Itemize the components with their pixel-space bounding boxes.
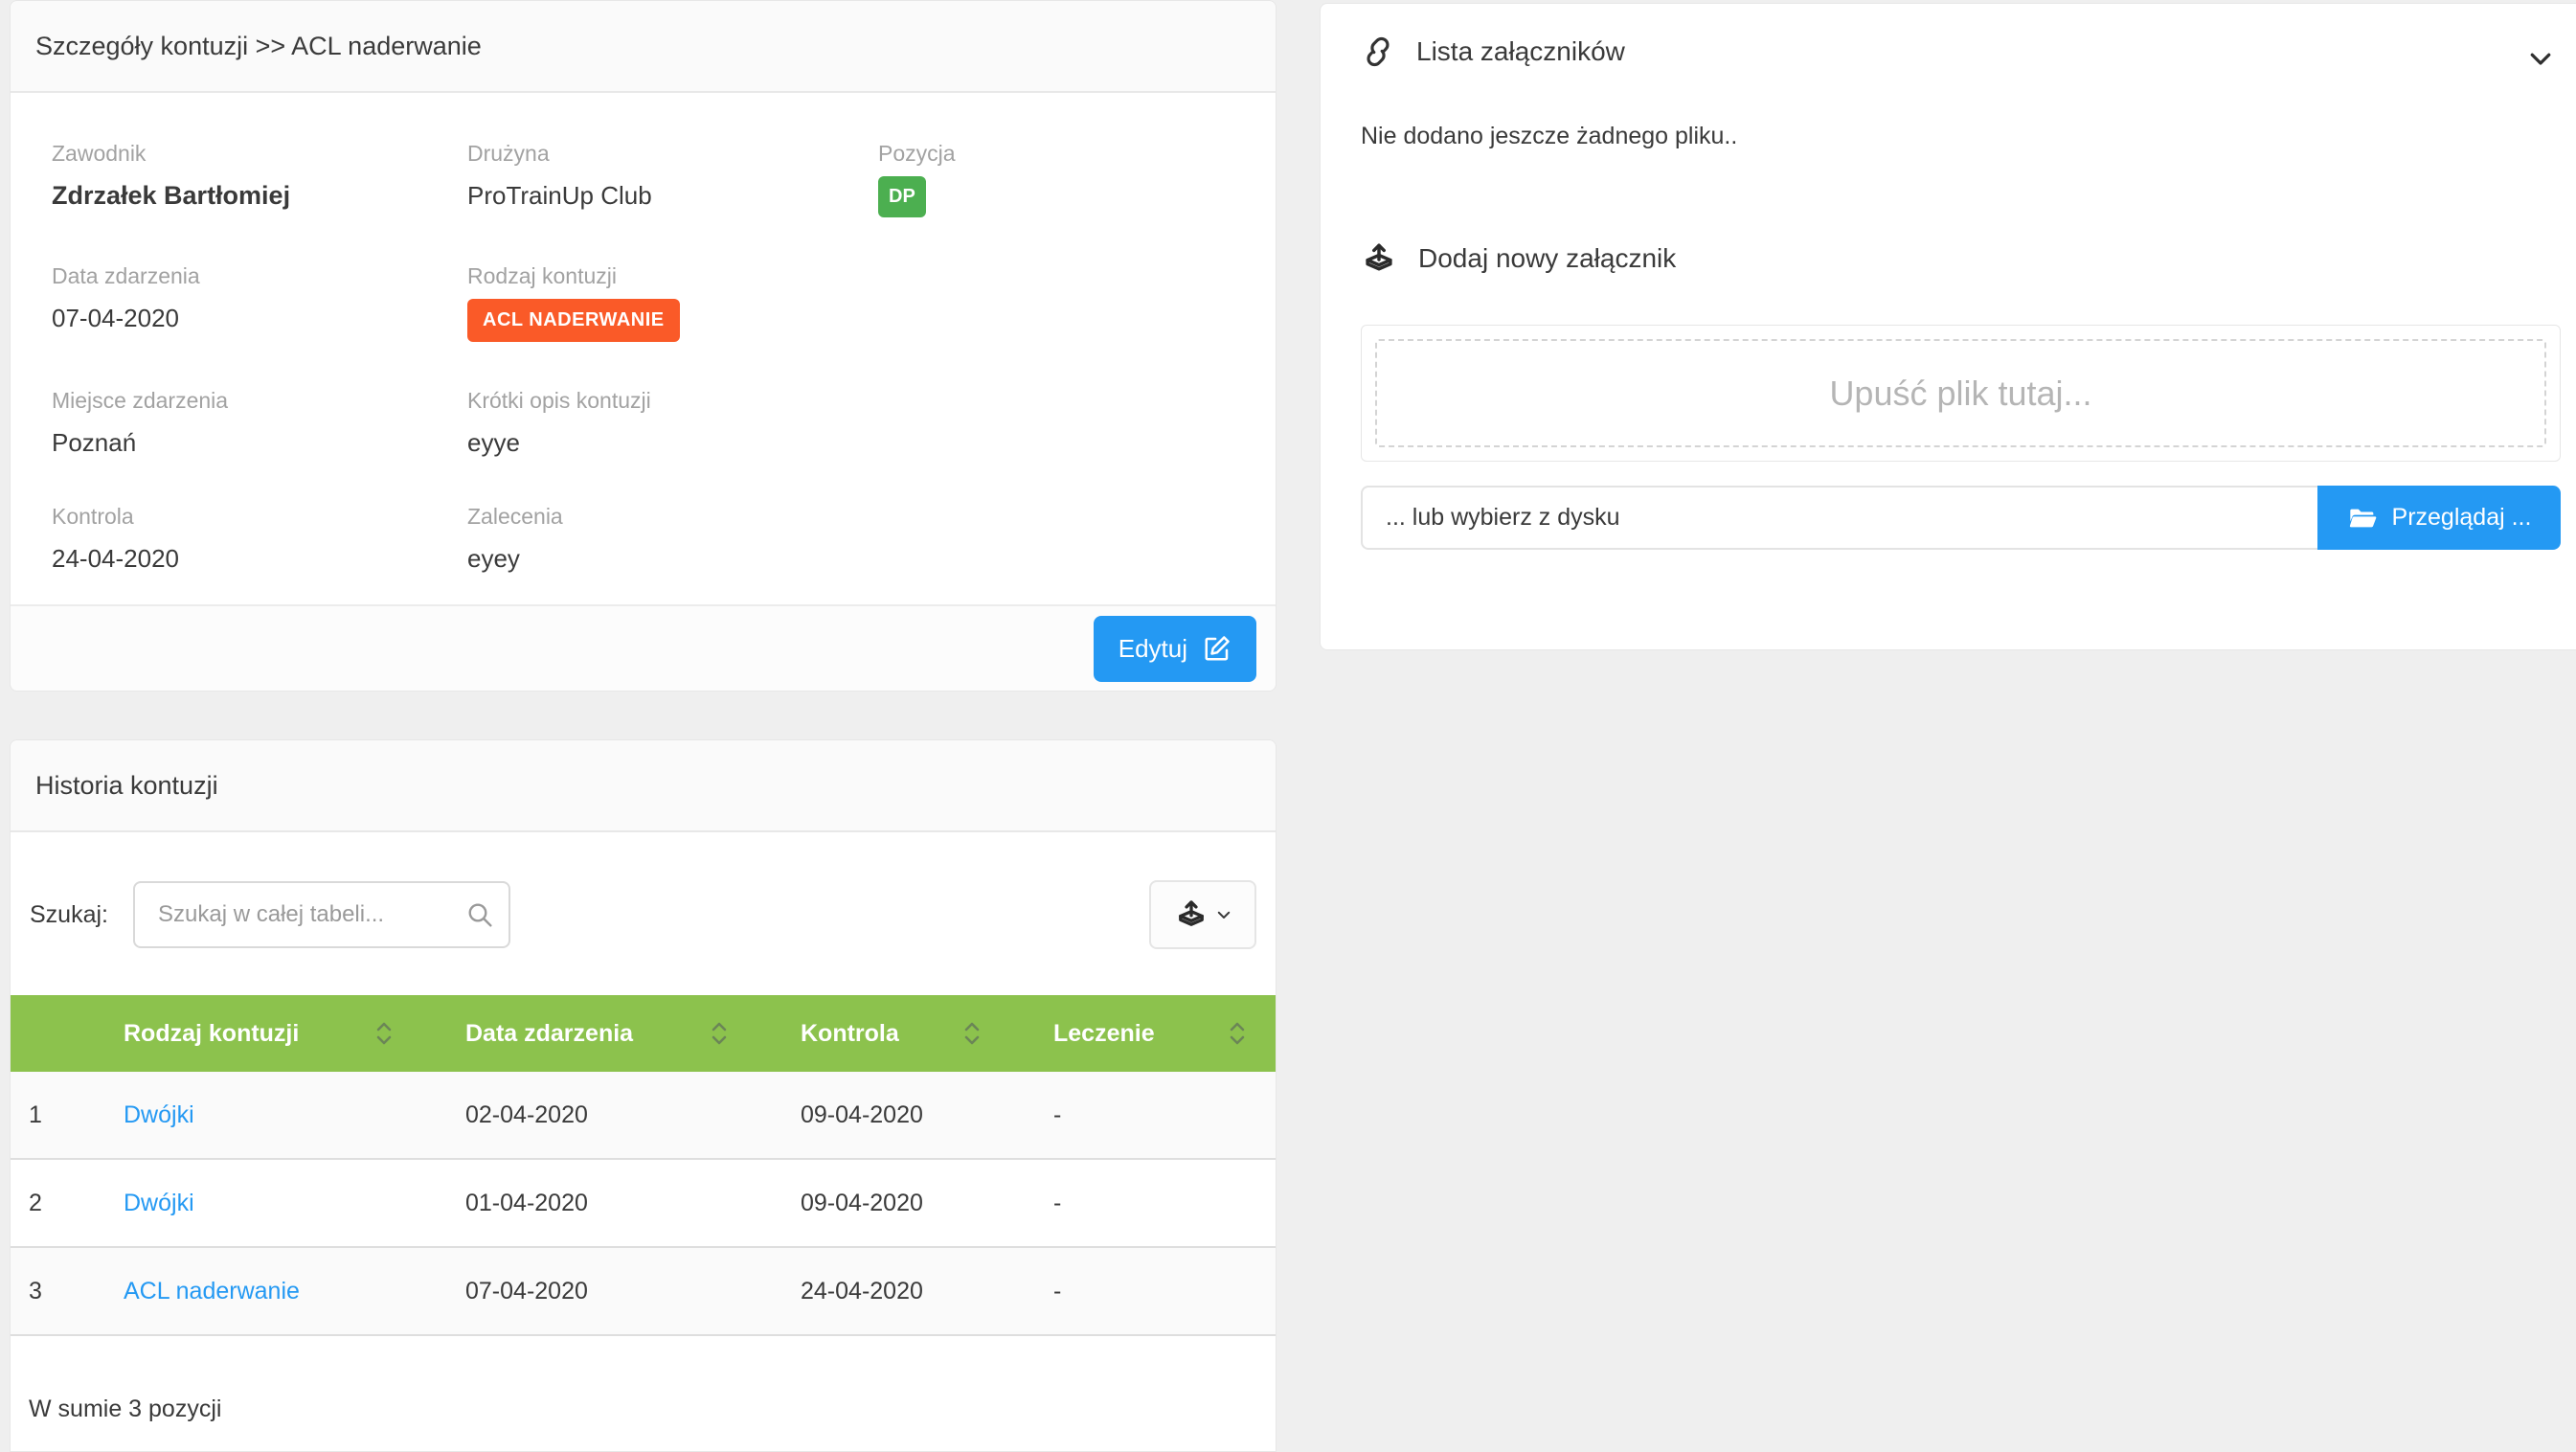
control-date: 24-04-2020 <box>52 544 179 573</box>
history-title: Historia kontuzji <box>35 770 218 800</box>
edit-icon <box>1203 634 1232 663</box>
field-rodzaj-kontuzji: Rodzaj kontuzji ACL NADERWANIE <box>467 263 878 342</box>
sort-icon <box>962 1019 982 1048</box>
table-summary: W sumie 3 pozycji <box>29 1395 222 1422</box>
injury-details-grid: Zawodnik Zdrzałek Bartłomiej Drużyna Pro… <box>11 93 1276 574</box>
position-badge: DP <box>878 176 926 217</box>
history-header: Historia kontuzji <box>11 740 1276 832</box>
injury-details-card: Szczegóły kontuzji >> ACL naderwanie Zaw… <box>10 0 1277 692</box>
add-attachment-title: Dodaj nowy załącznik <box>1418 243 1677 273</box>
field-miejsce: Miejsce zdarzenia Poznań <box>52 388 467 458</box>
row-index: 3 <box>29 1277 42 1305</box>
column-label: Data zdarzenia <box>465 1019 634 1047</box>
file-input-label: ... lub wybierz z dysku <box>1386 504 1620 531</box>
table-row: 3 ACL naderwanie 07-04-2020 24-04-2020 - <box>11 1248 1276 1336</box>
field-zawodnik: Zawodnik Zdrzałek Bartłomiej <box>52 141 467 217</box>
edit-button[interactable]: Edytuj <box>1093 615 1256 682</box>
field-krotki-opis: Krótki opis kontuzji eyye <box>467 388 878 458</box>
edit-button-label: Edytuj <box>1118 633 1187 663</box>
cell-treatment: - <box>1053 1100 1062 1128</box>
sort-icon <box>374 1019 394 1048</box>
attachments-empty-text: Nie dodano jeszcze żadnego pliku.. <box>1361 123 1738 149</box>
cell-date: 01-04-2020 <box>465 1189 588 1216</box>
dropzone-inner: Upuść plik tutaj... <box>1375 339 2546 447</box>
injury-link[interactable]: Dwójki <box>124 1189 194 1216</box>
file-dropzone[interactable]: Upuść plik tutaj... <box>1361 325 2561 462</box>
search-input[interactable] <box>132 881 510 948</box>
export-icon <box>1174 897 1209 932</box>
field-label: Kontrola <box>52 504 134 529</box>
injury-link[interactable]: ACL naderwanie <box>124 1277 300 1305</box>
column-header-index <box>11 995 124 1072</box>
file-picker-row: ... lub wybierz z dysku Przeglądaj ... <box>1361 486 2561 550</box>
event-date: 07-04-2020 <box>52 304 179 332</box>
field-label: Miejsce zdarzenia <box>52 388 229 413</box>
field-data-zdarzenia: Data zdarzenia 07-04-2020 <box>52 263 467 342</box>
column-header-leczenie[interactable]: Leczenie <box>1053 995 1276 1072</box>
cell-date: 02-04-2020 <box>465 1100 588 1128</box>
field-label: Data zdarzenia <box>52 263 200 288</box>
column-header-rodzaj[interactable]: Rodzaj kontuzji <box>124 995 465 1072</box>
cell-control: 09-04-2020 <box>801 1189 923 1216</box>
chevron-down-icon[interactable] <box>2526 44 2555 73</box>
field-label: Rodzaj kontuzji <box>467 263 617 288</box>
cell-control: 09-04-2020 <box>801 1100 923 1128</box>
player-name: Zdrzałek Bartłomiej <box>52 181 291 210</box>
search-icon <box>464 899 495 930</box>
team-name: ProTrainUp Club <box>467 181 652 210</box>
browse-button-label: Przeglądaj ... <box>2391 504 2532 531</box>
field-druzyna: Drużyna ProTrainUp Club <box>467 141 878 217</box>
field-label: Pozycja <box>878 141 956 166</box>
field-label: Krótki opis kontuzji <box>467 388 651 413</box>
browse-button[interactable]: Przeglądaj ... <box>2317 486 2561 550</box>
injury-type-badge: ACL NADERWANIE <box>467 299 680 342</box>
history-table: Rodzaj kontuzji Data zdarzenia Kontrola <box>11 995 1276 1336</box>
field-label: Drużyna <box>467 141 550 166</box>
row-index: 1 <box>29 1100 42 1128</box>
cell-treatment: - <box>1053 1277 1062 1305</box>
link-icon <box>1361 34 1395 69</box>
injury-history-card: Historia kontuzji Szukaj: <box>10 739 1277 1452</box>
cell-control: 24-04-2020 <box>801 1277 923 1305</box>
event-place: Poznań <box>52 428 137 457</box>
cell-treatment: - <box>1053 1189 1062 1216</box>
field-kontrola: Kontrola 24-04-2020 <box>52 504 467 574</box>
sort-icon <box>1228 1019 1247 1048</box>
details-footer: Edytuj <box>11 604 1276 691</box>
column-label: Rodzaj kontuzji <box>124 1019 300 1047</box>
search-box <box>132 881 510 948</box>
table-header-row: Rodzaj kontuzji Data zdarzenia Kontrola <box>11 995 1276 1072</box>
field-pozycja: Pozycja DP <box>878 141 1256 217</box>
injury-description: eyye <box>467 428 520 457</box>
search-label: Szukaj: <box>30 900 108 928</box>
add-attachment-header: Dodaj nowy załącznik <box>1361 240 2561 277</box>
file-input[interactable]: ... lub wybierz z dysku <box>1361 486 2317 550</box>
page-title: Szczegóły kontuzji >> ACL naderwanie <box>35 31 482 60</box>
row-index: 2 <box>29 1189 42 1216</box>
column-label: Leczenie <box>1053 1019 1155 1047</box>
field-label: Zalecenia <box>467 504 563 529</box>
history-toolbar: Szukaj: <box>11 880 1276 949</box>
column-label: Kontrola <box>801 1019 899 1047</box>
field-label: Zawodnik <box>52 141 147 166</box>
chevron-down-icon <box>1215 906 1232 923</box>
attachments-list-title: Lista załączników <box>1416 36 1625 66</box>
dropzone-text: Upuść plik tutaj... <box>1829 373 2092 413</box>
cell-date: 07-04-2020 <box>465 1277 588 1305</box>
export-button[interactable] <box>1149 880 1256 949</box>
attachments-card: Lista załączników Nie dodano jeszcze żad… <box>1320 3 2576 650</box>
column-header-data[interactable]: Data zdarzenia <box>465 995 801 1072</box>
table-row: 1 Dwójki 02-04-2020 09-04-2020 - <box>11 1072 1276 1160</box>
table-row: 2 Dwójki 01-04-2020 09-04-2020 - <box>11 1160 1276 1248</box>
column-header-kontrola[interactable]: Kontrola <box>801 995 1053 1072</box>
field-zalecenia: Zalecenia eyey <box>467 504 878 574</box>
attachments-list-header: Lista załączników <box>1361 34 2561 69</box>
sort-icon <box>710 1019 729 1048</box>
recommendations: eyey <box>467 544 520 573</box>
upload-icon <box>1361 240 1397 277</box>
injury-link[interactable]: Dwójki <box>124 1100 194 1128</box>
folder-icon <box>2347 503 2378 533</box>
injury-details-header: Szczegóły kontuzji >> ACL naderwanie <box>11 1 1276 93</box>
